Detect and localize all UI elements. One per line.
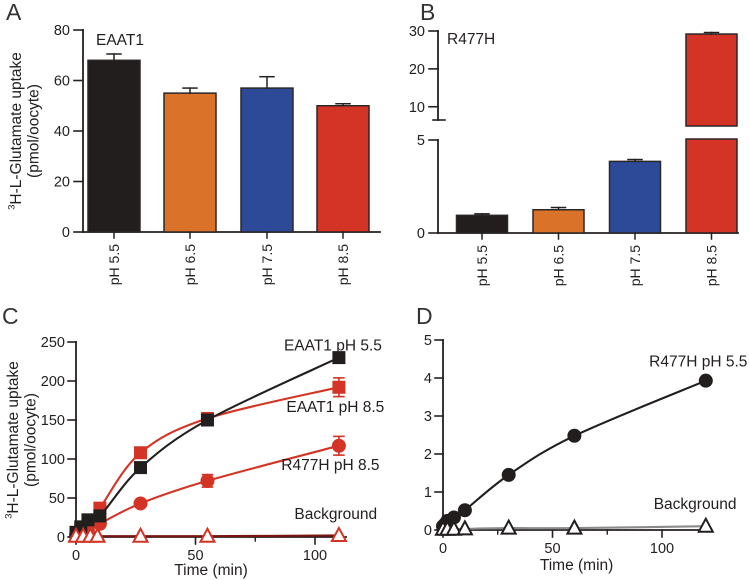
circle-marker: [133, 496, 148, 511]
series-label: Background: [654, 496, 737, 513]
r477h-ph-bar-chart: 0 5 10 20 30 pH 5.5 pH 6.5 pH 7.5 pH 8.5 R477H: [409, 24, 739, 286]
circle-marker: [698, 373, 713, 388]
bar: [240, 87, 294, 233]
y-tick-label: 100: [41, 452, 65, 468]
bar: [455, 214, 509, 234]
square-marker: [332, 351, 346, 365]
y-tick-label: 0: [424, 523, 432, 539]
open-triangle-marker: [131, 526, 150, 543]
circle-marker: [200, 473, 215, 488]
category-label: pH 7.5: [259, 244, 275, 285]
open-triangle-marker: [565, 518, 584, 535]
category-label: pH 5.5: [474, 245, 490, 286]
x-tick-label: 50: [187, 548, 203, 564]
series-label: EAAT1 pH 8.5: [286, 399, 384, 416]
square-marker: [332, 380, 346, 394]
panel-letter-b: B: [420, 0, 436, 25]
y-tick-label: 0: [62, 225, 70, 241]
circle-marker: [331, 438, 346, 453]
open-triangle-marker: [456, 519, 474, 536]
y-tick-label: 80: [54, 23, 70, 39]
y-tick-label: 5: [417, 133, 425, 149]
circle-marker: [567, 428, 582, 443]
panel-letter-d: D: [416, 303, 433, 329]
y-tick-label: 20: [54, 175, 70, 191]
x-tick-label: 50: [544, 541, 560, 557]
y-tick-label: 0: [57, 530, 65, 546]
y-tick-label: 40: [54, 124, 70, 140]
square-marker: [81, 513, 95, 527]
panel-letter-a: A: [6, 0, 22, 25]
panel-letter-c: C: [2, 303, 19, 329]
y-tick-label: 20: [409, 62, 425, 78]
open-triangle-marker: [500, 518, 518, 535]
category-label: pH 7.5: [627, 245, 643, 286]
open-triangle-marker: [330, 525, 348, 542]
eaat1-ph-bar-chart: 0 20 40 60 80 pH 5.5 pH 6.5 pH 7.5 pH 8.5 EAAT1: [54, 23, 381, 285]
bar: [316, 105, 370, 233]
open-triangle-marker: [198, 526, 217, 543]
category-label: pH 5.5: [106, 244, 122, 285]
square-marker: [134, 446, 148, 460]
y-tick-label: 2: [424, 447, 432, 463]
x-tick-label: 0: [72, 548, 80, 564]
open-triangle-marker: [697, 516, 715, 533]
y-tick-label: 200: [41, 374, 65, 390]
x-axis-title: Time (min): [174, 562, 247, 579]
y-tick-label: 60: [54, 74, 70, 90]
x-tick-label: 0: [439, 541, 447, 557]
circle-marker: [501, 467, 516, 482]
uptake-timecourse-chart: 0 50 100 150 200 250 0 50 100 Time (min) EAAT1 pH …: [41, 335, 385, 579]
y-tick-label: 0: [417, 226, 425, 242]
square-marker: [93, 509, 107, 523]
x-tick-label: 100: [650, 541, 674, 557]
x-tick-label: 100: [303, 548, 327, 564]
bar: [87, 59, 141, 233]
bar: [532, 209, 585, 234]
category-label: pH 6.5: [551, 245, 567, 286]
y-tick-label: 3: [424, 409, 432, 425]
series-label: R477H pH 8.5: [281, 457, 379, 474]
y-tick-label: 4: [424, 371, 432, 387]
category-label: pH 8.5: [704, 245, 720, 286]
y-tick-label: 50: [49, 491, 65, 507]
square-marker: [134, 461, 148, 475]
chart-title: R477H: [447, 31, 495, 48]
y-tick-label: 10: [409, 100, 425, 116]
y-tick-label: 5: [424, 333, 432, 349]
x-axis-title: Time (min): [540, 557, 613, 574]
y-tick-label: 250: [41, 335, 65, 351]
square-marker: [200, 413, 214, 427]
open-triangle-marker: [88, 526, 107, 543]
series-label: EAAT1 pH 5.5: [284, 338, 382, 355]
open-triangle-marker: [445, 519, 463, 536]
y-tick-label: 30: [409, 24, 425, 40]
series-label: R477H pH 5.5: [649, 353, 747, 370]
series-label: Background: [294, 506, 377, 523]
circle-marker: [457, 503, 472, 518]
category-label: pH 6.5: [182, 244, 198, 285]
bar: [608, 160, 662, 234]
y-tick-label: 1: [424, 485, 432, 501]
y-tick-label: 150: [41, 413, 65, 429]
chart-title: EAAT1: [96, 32, 144, 49]
bar-upper-segment: [685, 33, 738, 127]
category-label: pH 8.5: [335, 244, 351, 285]
bar-lower-segment: [685, 138, 738, 234]
bar: [163, 92, 217, 233]
